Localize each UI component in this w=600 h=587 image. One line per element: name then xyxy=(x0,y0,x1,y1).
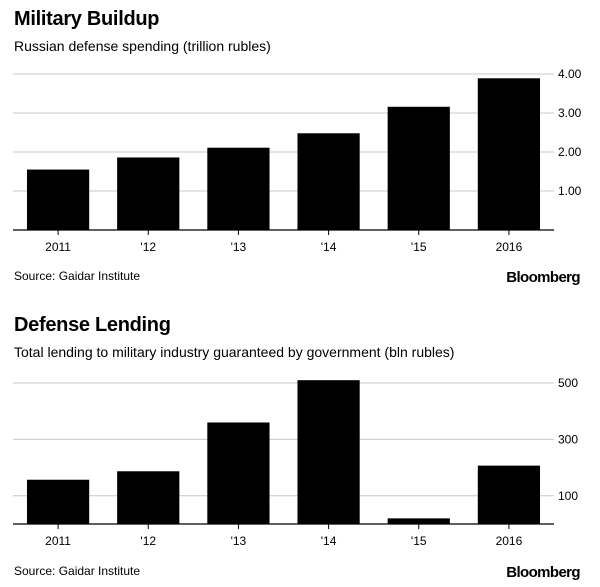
y-tick-label: 300 xyxy=(558,432,578,446)
x-tick-label: '15 xyxy=(411,534,427,548)
chart-subtitle: Total lending to military industry guara… xyxy=(14,344,455,360)
bar xyxy=(387,106,450,230)
x-tick-label: 2016 xyxy=(496,534,523,548)
y-tick-label: 4.00 xyxy=(558,67,582,81)
bar xyxy=(387,518,450,524)
x-tick-label: '12 xyxy=(140,534,156,548)
chart-panel-military-buildup: Military Buildup Russian defense spendin… xyxy=(0,0,600,292)
x-tick-label: '14 xyxy=(321,534,337,548)
y-tick-label: 3.00 xyxy=(558,106,582,120)
x-tick-label: '12 xyxy=(140,240,156,254)
x-tick-label: 2011 xyxy=(45,240,71,254)
bar xyxy=(26,479,90,524)
x-tick-label: '13 xyxy=(231,534,247,548)
bloomberg-logo: Bloomberg xyxy=(506,564,580,581)
bar xyxy=(117,157,180,230)
bar-chart-defense-lending: 100 300 500 2011 '12 '13 '14 '15 2016 xyxy=(13,376,578,548)
y-tick-label: 100 xyxy=(558,489,578,503)
source-note: Source: Gaidar Institute xyxy=(14,564,141,578)
bar xyxy=(297,133,360,230)
bar xyxy=(297,380,360,524)
bar xyxy=(207,147,270,230)
x-tick-label: '13 xyxy=(231,240,247,254)
bar-chart-defense-spending: 1.00 2.00 3.00 4.00 2011 '12 '13 '14 '15 2016 xyxy=(13,67,582,254)
bar xyxy=(477,465,541,524)
chart-title: Military Buildup xyxy=(14,8,160,30)
x-tick-label: '15 xyxy=(411,240,427,254)
bar xyxy=(477,78,541,230)
chart-panel-defense-lending: Defense Lending Total lending to militar… xyxy=(0,306,600,587)
chart-title: Defense Lending xyxy=(14,314,171,336)
x-tick-label: '14 xyxy=(321,240,337,254)
y-tick-label: 1.00 xyxy=(558,184,582,198)
bloomberg-logo: Bloomberg xyxy=(506,269,580,286)
chart-subtitle: Russian defense spending (trillion ruble… xyxy=(14,38,271,54)
source-note: Source: Gaidar Institute xyxy=(14,269,141,283)
x-tick-label: 2011 xyxy=(45,534,71,548)
bar xyxy=(117,471,180,524)
y-tick-label: 500 xyxy=(558,376,578,390)
bar xyxy=(207,422,270,524)
x-tick-label: 2016 xyxy=(496,240,523,254)
y-tick-label: 2.00 xyxy=(558,145,582,159)
bar xyxy=(26,169,90,230)
